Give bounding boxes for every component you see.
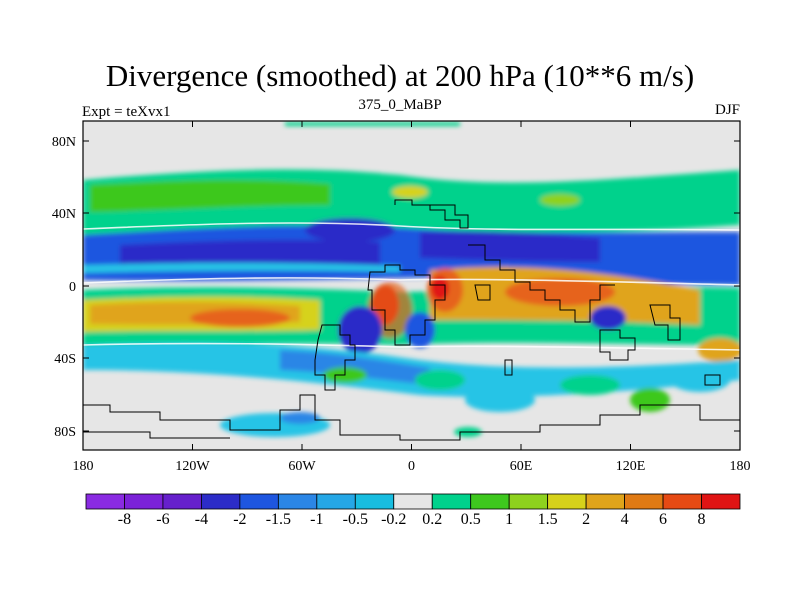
coastline-arabia (474, 284, 491, 301)
colorbar-swatch (508, 493, 549, 510)
season-label: DJF (714, 102, 740, 118)
colorbar-swatch (662, 493, 702, 510)
colorbar-swatch (316, 493, 356, 510)
coastlines (83, 199, 740, 441)
contour-line-1 (83, 277, 740, 286)
y-tick-label: 0 (69, 280, 76, 295)
colorbar-swatch (585, 493, 625, 510)
coastline-south-america (314, 324, 356, 391)
colorbar-label: -4 (195, 511, 208, 528)
colorbar-swatch (239, 493, 279, 510)
colorbar: -8 -6 -4 -2 -1.5 -1 -0.5 -0.2 0.2 0.5 1 1.5 2 4 6 8 (85, 493, 741, 528)
plot-title: Divergence (smoothed) at 200 hPa (10**6 … (105, 58, 695, 93)
coastline-antarctica (83, 394, 740, 441)
field-south-cyan-2 (280, 412, 320, 424)
colorbar-swatch (701, 493, 741, 510)
field-blue-dark-band-2 (420, 231, 600, 262)
colorbar-label: 8 (698, 511, 706, 528)
field-south-red-east (505, 278, 615, 306)
y-tick-label: 80N (52, 135, 76, 150)
coastline-australia (599, 329, 636, 361)
colorbar-swatch (393, 493, 433, 510)
colorbar-swatch (85, 493, 125, 510)
colorbar-label: -1 (310, 511, 323, 528)
colorbar-swatch (624, 493, 664, 510)
colorbar-swatch (354, 493, 395, 510)
field-blue-south-3 (590, 306, 626, 330)
coastline-antarctica-2 (83, 431, 230, 439)
colorbar-label: -2 (233, 511, 246, 528)
x-axis: 180 120W 60W 0 60E 120E 180 (73, 121, 751, 474)
y-tick-label: 40N (52, 207, 76, 222)
field-blue-south-2 (405, 312, 435, 348)
y-tick-label: 80S (54, 425, 76, 440)
x-tick-label: 120W (175, 459, 210, 474)
colorbar-label: -6 (156, 511, 169, 528)
field-blue-dark-band (120, 239, 380, 268)
colorbar-label: -1.5 (266, 511, 291, 528)
colorbar-swatch (201, 493, 241, 510)
colorbar-label: -8 (118, 511, 131, 528)
colorbar-swatch (431, 493, 472, 510)
colorbar-swatch (470, 493, 510, 510)
colorbar-label: 4 (621, 511, 629, 528)
field-top-strip (285, 122, 460, 126)
colorbar-label: 2 (582, 511, 590, 528)
colorbar-swatch (162, 493, 202, 510)
field-south-green-3 (560, 375, 620, 395)
colorbar-label: 6 (659, 511, 667, 528)
x-tick-label: 0 (408, 459, 415, 474)
divergence-field (83, 122, 740, 441)
coastline-east-asia (704, 374, 721, 386)
coastline-madagascar (504, 359, 513, 376)
x-tick-label: 180 (730, 459, 751, 474)
coastline-asia (468, 244, 615, 323)
colorbar-swatch (124, 493, 164, 510)
field-south-orange-west (190, 309, 290, 327)
colorbar-swatch (547, 493, 587, 510)
contour-line-2 (83, 222, 740, 231)
colorbar-label: -0.2 (381, 511, 406, 528)
field-blue-dark-spot (305, 218, 395, 242)
field-blue-south-band-2 (280, 350, 430, 385)
field-north-light-green (90, 180, 330, 212)
colorbar-swatch (277, 493, 318, 510)
x-tick-label: 180 (73, 459, 94, 474)
x-tick-label: 120E (616, 459, 646, 474)
contour-line-3 (83, 342, 740, 351)
colorbar-label: 0.2 (422, 511, 442, 528)
coastline-europe (394, 199, 469, 229)
x-tick-label: 60W (288, 459, 316, 474)
field-blue-south-1 (338, 306, 382, 354)
experiment-label: Expt = teXvx1 (82, 104, 171, 120)
field-north-yellow (392, 186, 428, 198)
field-cyan-strip (83, 262, 400, 273)
x-tick-label: 60E (510, 459, 533, 474)
coastline-maritime (649, 304, 681, 341)
colorbar-label: 0.5 (461, 511, 481, 528)
field-south-green-4 (630, 388, 670, 412)
colorbar-label: 1 (505, 511, 513, 528)
plot-subtitle: 375_0_MaBP (358, 97, 442, 113)
y-tick-label: 40S (54, 352, 76, 367)
colorbar-label: -0.5 (343, 511, 368, 528)
colorbar-label: 1.5 (538, 511, 558, 528)
field-south-green-2 (415, 370, 465, 390)
field-south-cyan-4 (670, 368, 730, 392)
field-north-yellow-2 (540, 194, 580, 206)
coastline-africa (367, 264, 446, 346)
field-south-cyan-3 (465, 388, 535, 412)
y-axis: 80N 40N 0 40S 80S (52, 135, 740, 440)
